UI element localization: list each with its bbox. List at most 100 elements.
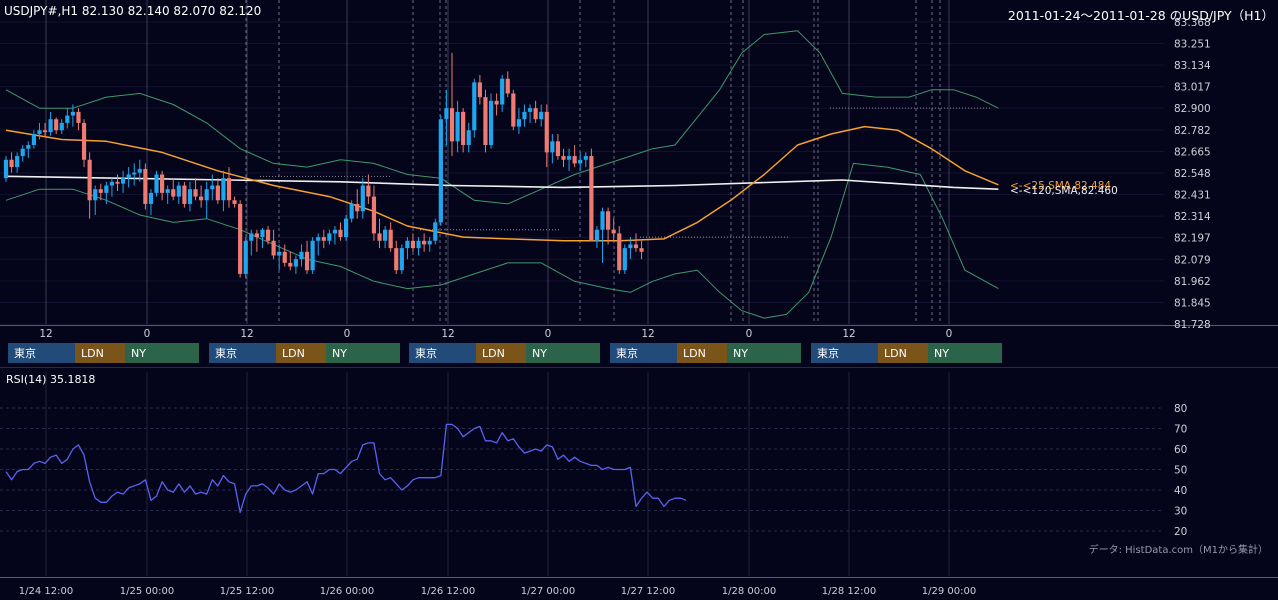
candle-body-up bbox=[120, 178, 126, 184]
session-block bbox=[677, 343, 727, 363]
session-block bbox=[326, 343, 400, 363]
rsi-tick-label: 40 bbox=[1174, 485, 1187, 497]
candle-body-up bbox=[383, 229, 388, 241]
price-tick-label: 82.431 bbox=[1174, 190, 1211, 202]
candle-body-down bbox=[81, 122, 87, 160]
candle-body-down bbox=[494, 100, 499, 105]
candle-body-down bbox=[589, 156, 594, 241]
date-tick-label: 1/27 00:00 bbox=[521, 586, 575, 597]
candle-body-down bbox=[561, 156, 566, 160]
candle-body-up bbox=[132, 172, 137, 175]
candle-body-up bbox=[516, 119, 521, 127]
session-label: 東京 bbox=[215, 346, 237, 360]
rsi-tick-label: 30 bbox=[1174, 506, 1187, 518]
candle-body-up bbox=[405, 240, 410, 249]
candle-body-up bbox=[126, 174, 131, 179]
candle-body-up bbox=[539, 111, 544, 120]
session-label: LDN bbox=[482, 347, 505, 360]
rsi-tick-label: 50 bbox=[1174, 465, 1187, 477]
sma25-layer bbox=[5, 125, 999, 242]
candle-body-down bbox=[511, 93, 516, 127]
session-label: 東京 bbox=[415, 346, 437, 360]
price-tick-label: 81.845 bbox=[1174, 297, 1211, 309]
candle-body-up bbox=[416, 240, 421, 249]
candle-body-up bbox=[550, 141, 555, 153]
session-block bbox=[610, 343, 677, 363]
rsi-tick-label: 80 bbox=[1174, 403, 1187, 415]
candle-body-up bbox=[455, 111, 460, 142]
hour-tick-label: 0 bbox=[946, 328, 953, 340]
rsi-tick-label: 60 bbox=[1174, 444, 1187, 456]
price-tick-label: 82.782 bbox=[1174, 125, 1211, 137]
price-tick-label: 82.197 bbox=[1174, 233, 1211, 245]
candle-body-up bbox=[360, 185, 365, 212]
candle-body-up bbox=[70, 111, 75, 116]
candle-body-up bbox=[165, 189, 170, 193]
candle-body-up bbox=[176, 185, 181, 197]
session-label: NY bbox=[934, 347, 949, 360]
candle-body-up bbox=[249, 233, 254, 241]
candle-body-up bbox=[20, 148, 25, 157]
candle-body-up bbox=[293, 259, 298, 267]
rsi-tick-label: 20 bbox=[1174, 526, 1187, 538]
session-bar: 東京 LDN NY 東京 LDN NY 東京 LDN NY 東京 LDN NY 東京 LDN NY bbox=[8, 343, 1002, 363]
candle-body-up bbox=[187, 189, 193, 204]
session-label: LDN bbox=[282, 347, 305, 360]
candle-body-down bbox=[143, 168, 148, 204]
candle-body-up bbox=[221, 178, 226, 201]
candle-body-up bbox=[109, 181, 115, 186]
price-tick-label: 82.079 bbox=[1174, 254, 1211, 266]
chart-title: 2011-01-24～2011-01-28 のUSD/JPY（H1） bbox=[1007, 8, 1274, 23]
candle-body-up bbox=[628, 244, 633, 249]
data-credit: データ: HistData.com（M1から集計） bbox=[1088, 545, 1268, 556]
candle-body-up bbox=[137, 168, 142, 173]
session-block bbox=[811, 343, 878, 363]
session-label: LDN bbox=[884, 347, 907, 360]
candle-body-up bbox=[48, 119, 53, 133]
candle-body-down bbox=[544, 111, 549, 153]
hour-axis: 12 0 12 0 12 0 12 0 12 0 bbox=[39, 328, 952, 340]
candle-body-down bbox=[193, 189, 198, 197]
candle-body-down bbox=[271, 240, 276, 256]
candle-body-down bbox=[388, 229, 393, 249]
rsi-line bbox=[5, 423, 687, 514]
date-axis: 1/24 12:00 1/25 00:00 1/25 12:00 1/26 00:00… bbox=[19, 586, 976, 597]
candle-body-up bbox=[583, 156, 588, 160]
candle-body-down bbox=[338, 229, 343, 238]
session-block bbox=[476, 343, 526, 363]
candle-body-up bbox=[59, 122, 64, 131]
candle-body-up bbox=[148, 192, 154, 204]
candle-body-up bbox=[500, 78, 505, 105]
candle-body-up bbox=[15, 156, 20, 168]
hour-tick-label: 0 bbox=[545, 328, 552, 340]
rsi-label: RSI(14) 35.1818 bbox=[6, 373, 96, 386]
candle-body-up bbox=[327, 233, 332, 241]
candle-body-down bbox=[282, 251, 287, 263]
candle-body-up bbox=[154, 174, 159, 193]
candle-body-up bbox=[37, 130, 42, 134]
candle-body-up bbox=[466, 130, 471, 146]
candle-body-up bbox=[427, 240, 432, 245]
hour-tick-label: 12 bbox=[842, 328, 855, 340]
candle-body-up bbox=[444, 108, 449, 120]
price-tick-label: 82.665 bbox=[1174, 146, 1211, 158]
bollinger-lower-line bbox=[5, 162, 999, 319]
candle-body-down bbox=[355, 203, 360, 212]
candle-body-down bbox=[461, 111, 466, 146]
session-label: 東京 bbox=[817, 346, 839, 360]
candle-body-up bbox=[594, 229, 600, 241]
candle-body-up bbox=[260, 229, 265, 238]
candle-body-down bbox=[304, 251, 310, 271]
candle-body-up bbox=[527, 108, 533, 112]
date-tick-label: 1/26 12:00 bbox=[421, 586, 475, 597]
candle-body-down bbox=[171, 189, 176, 197]
session-block bbox=[727, 343, 801, 363]
session-block bbox=[409, 343, 476, 363]
hour-tick-label: 0 bbox=[746, 328, 753, 340]
candle-body-down bbox=[42, 130, 48, 133]
rsi-tick-label: 70 bbox=[1174, 424, 1187, 436]
date-tick-label: 1/28 00:00 bbox=[722, 586, 776, 597]
candle-body-down bbox=[238, 203, 243, 274]
candle-body-down bbox=[422, 240, 427, 245]
candle-body-up bbox=[65, 115, 70, 123]
